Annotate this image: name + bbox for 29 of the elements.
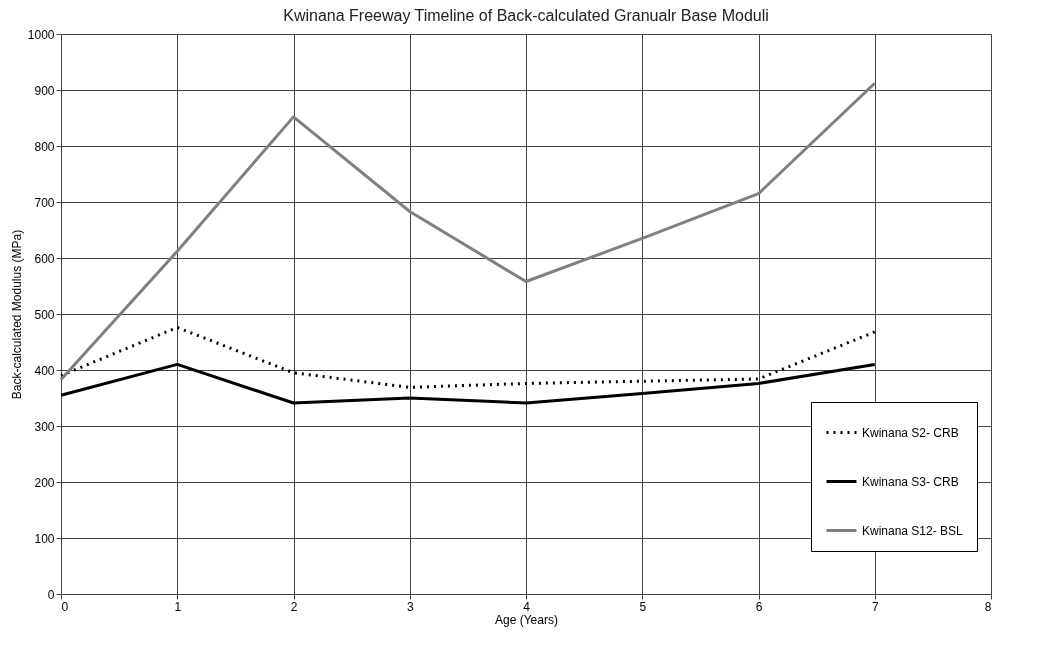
x-tick-label: 4 (523, 599, 531, 614)
y-tick-label: 600 (34, 251, 55, 266)
x-tick-label: 5 (639, 599, 647, 614)
x-tick-label: 2 (290, 599, 298, 614)
y-tick-label: 800 (34, 139, 55, 154)
y-tick-label: 700 (34, 195, 55, 210)
y-tick-label: 200 (34, 475, 55, 490)
x-tick-label: 1 (174, 599, 182, 614)
y-tick-label: 500 (34, 307, 55, 322)
y-tick-label: 0 (47, 587, 55, 602)
y-axis-title: Back-calculated Modulus (MPa) (9, 229, 24, 400)
legend-label: Kwinana S12- BSL (862, 523, 964, 538)
line-series (59, 325, 877, 389)
y-tick-label: 1000 (27, 27, 55, 42)
line-series (59, 81, 877, 382)
x-tick-label: 8 (984, 599, 992, 614)
x-tick-label: 0 (61, 599, 69, 614)
x-tick-label: 3 (406, 599, 414, 614)
legend-label: Kwinana S2- CRB (862, 425, 959, 440)
y-tick-label: 400 (34, 363, 55, 378)
x-axis-title: Age (Years) (495, 612, 558, 627)
chart-title: Kwinana Freeway Timeline of Back-calculated Granualr Base Moduli (283, 7, 769, 24)
y-tick-label: 100 (34, 531, 55, 546)
x-tick-label: 6 (755, 599, 763, 614)
legend-label: Kwinana S3- CRB (862, 474, 959, 489)
y-tick-label: 300 (34, 419, 55, 434)
x-tick-label: 7 (871, 599, 879, 614)
line-series (59, 362, 877, 405)
y-tick-label: 900 (34, 83, 55, 98)
